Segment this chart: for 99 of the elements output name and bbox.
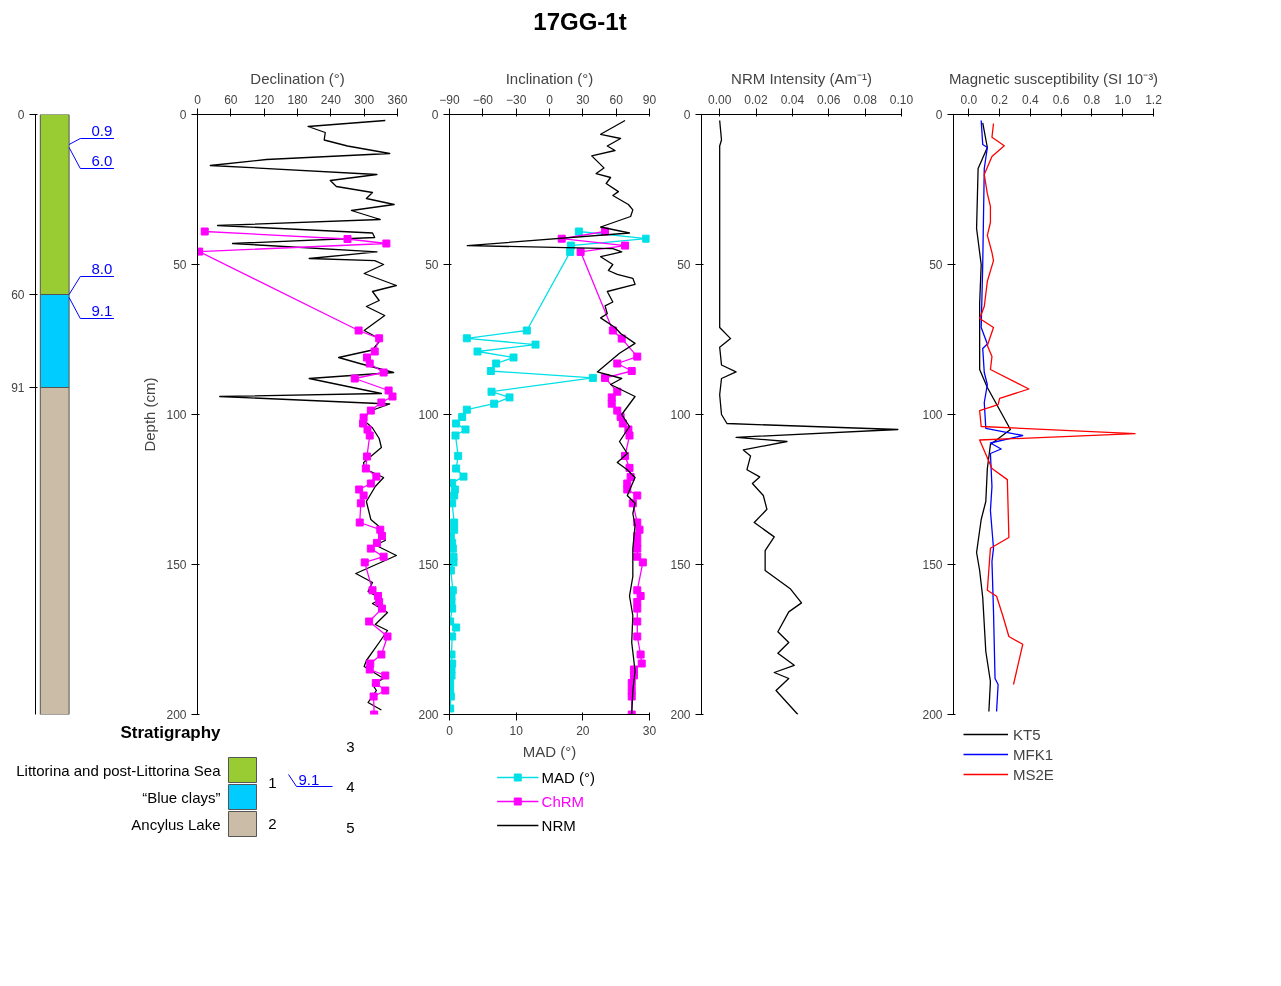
x2-tick-label: −60 xyxy=(472,92,494,107)
point xyxy=(607,399,616,408)
text: 8.0 xyxy=(91,259,113,277)
x-tick-label: 0.2 xyxy=(991,92,1009,107)
chart-title: 17GG-1t xyxy=(533,7,627,37)
legend-label: MS2E xyxy=(1013,765,1054,783)
legend-label: “Blue clays” xyxy=(142,788,221,806)
point xyxy=(633,632,642,641)
x-tick-label: 0.08 xyxy=(853,92,878,107)
x-tick-label: 0.06 xyxy=(817,92,841,107)
y-tick-label: 60 xyxy=(11,288,25,303)
legend-title: Stratigraphy xyxy=(120,723,222,743)
text: 3 xyxy=(346,737,355,755)
y-tick-label: 200 xyxy=(418,708,439,723)
x-axis-title: Magnetic susceptibility (SI 10⁻³) xyxy=(948,69,1159,87)
point xyxy=(625,431,634,440)
x-tick-label: 0.00 xyxy=(708,92,732,107)
x-tick-label: 60 xyxy=(224,92,238,107)
y-tick-label: 150 xyxy=(418,558,439,573)
x-tick-label: 180 xyxy=(287,92,308,107)
y-tick-label: 0 xyxy=(17,108,25,123)
text: 9.1 xyxy=(91,301,113,319)
x2-tick-label: −90 xyxy=(439,92,460,107)
x-tick-label: 30 xyxy=(642,723,657,738)
legend-label: Littorina and post-Littorina Sea xyxy=(16,761,222,779)
x-tick-label: 0.8 xyxy=(1083,92,1101,107)
legend-label: MAD (°) xyxy=(541,769,596,787)
x-axis-title: Declination (°) xyxy=(250,69,345,87)
legend-label: NRM xyxy=(541,817,576,835)
text: 6.0 xyxy=(91,151,113,169)
x-axis-title: NRM Intensity (Am⁻¹) xyxy=(731,69,872,87)
y-tick-label: 100 xyxy=(418,408,439,423)
x-tick-label: 10 xyxy=(509,723,524,738)
point xyxy=(633,491,642,500)
y-tick-label: 50 xyxy=(425,258,439,273)
point xyxy=(633,544,642,553)
point xyxy=(613,406,622,415)
y-tick-label: 150 xyxy=(166,558,187,573)
point xyxy=(617,334,626,343)
text: 1 xyxy=(268,773,277,791)
x-tick-label: 0.10 xyxy=(889,92,914,107)
text: 2 xyxy=(268,814,277,832)
x-tick-label: 0.04 xyxy=(780,92,805,107)
text: 9.1 xyxy=(298,770,320,788)
point xyxy=(608,326,617,335)
y-tick-label: 150 xyxy=(922,558,943,573)
x-tick-label: 240 xyxy=(320,92,342,107)
y-tick-label: 100 xyxy=(670,408,691,423)
x2-tick-label: 90 xyxy=(642,92,657,107)
x-tick-label: 20 xyxy=(576,723,590,738)
point xyxy=(613,359,622,368)
y-tick-label: 100 xyxy=(166,408,187,423)
x2-axis-title: Inclination (°) xyxy=(505,69,594,87)
point xyxy=(633,352,642,361)
x-tick-label: 360 xyxy=(387,92,408,107)
legend-label: KT5 xyxy=(1013,725,1041,743)
point xyxy=(621,241,630,250)
x-tick-label: 1.2 xyxy=(1145,92,1163,107)
y-tick-label: 50 xyxy=(677,258,691,273)
point xyxy=(633,552,642,561)
legend-label: ChRM xyxy=(541,793,585,811)
y-tick-label: 0 xyxy=(431,108,439,123)
legend-label: MFK1 xyxy=(1013,745,1054,763)
y-tick-label: 150 xyxy=(670,558,691,573)
point xyxy=(576,248,585,257)
x-tick-label: 0.0 xyxy=(960,92,978,107)
y-tick-label: 0 xyxy=(683,108,691,123)
x-tick-label: 1.0 xyxy=(1114,92,1132,107)
text: 5 xyxy=(346,818,355,836)
x-tick-label: 0 xyxy=(446,723,454,738)
point xyxy=(633,604,642,613)
y-tick-label: 50 xyxy=(173,258,187,273)
y-tick-label: 200 xyxy=(166,708,187,723)
point xyxy=(601,374,610,383)
point xyxy=(638,558,647,567)
y-tick-label: 50 xyxy=(929,258,943,273)
point xyxy=(637,659,646,668)
y-axis-title: Depth (cm) xyxy=(141,377,159,452)
x-tick-label: 120 xyxy=(254,92,275,107)
point xyxy=(633,617,642,626)
text: 0.9 xyxy=(91,121,113,139)
y-tick-label: 0 xyxy=(179,108,187,123)
y-tick-label: 91 xyxy=(11,381,25,396)
point xyxy=(636,650,645,659)
y-tick-label: 200 xyxy=(670,708,691,723)
y-tick-label: 200 xyxy=(922,708,943,723)
x-tick-label: 300 xyxy=(354,92,375,107)
x2-tick-label: −30 xyxy=(505,92,527,107)
text: 4 xyxy=(346,777,355,795)
legend-label: Ancylus Lake xyxy=(131,815,221,833)
y-tick-label: 100 xyxy=(922,408,943,423)
x-axis-title: MAD (°) xyxy=(522,742,577,760)
y-tick-label: 0 xyxy=(935,108,943,123)
x-tick-label: 0.02 xyxy=(744,92,769,107)
point xyxy=(635,525,644,534)
x-tick-label: 0.4 xyxy=(1022,92,1040,107)
point xyxy=(627,367,636,376)
x-tick-label: 0 xyxy=(194,92,202,107)
x-tick-label: 0.6 xyxy=(1052,92,1070,107)
